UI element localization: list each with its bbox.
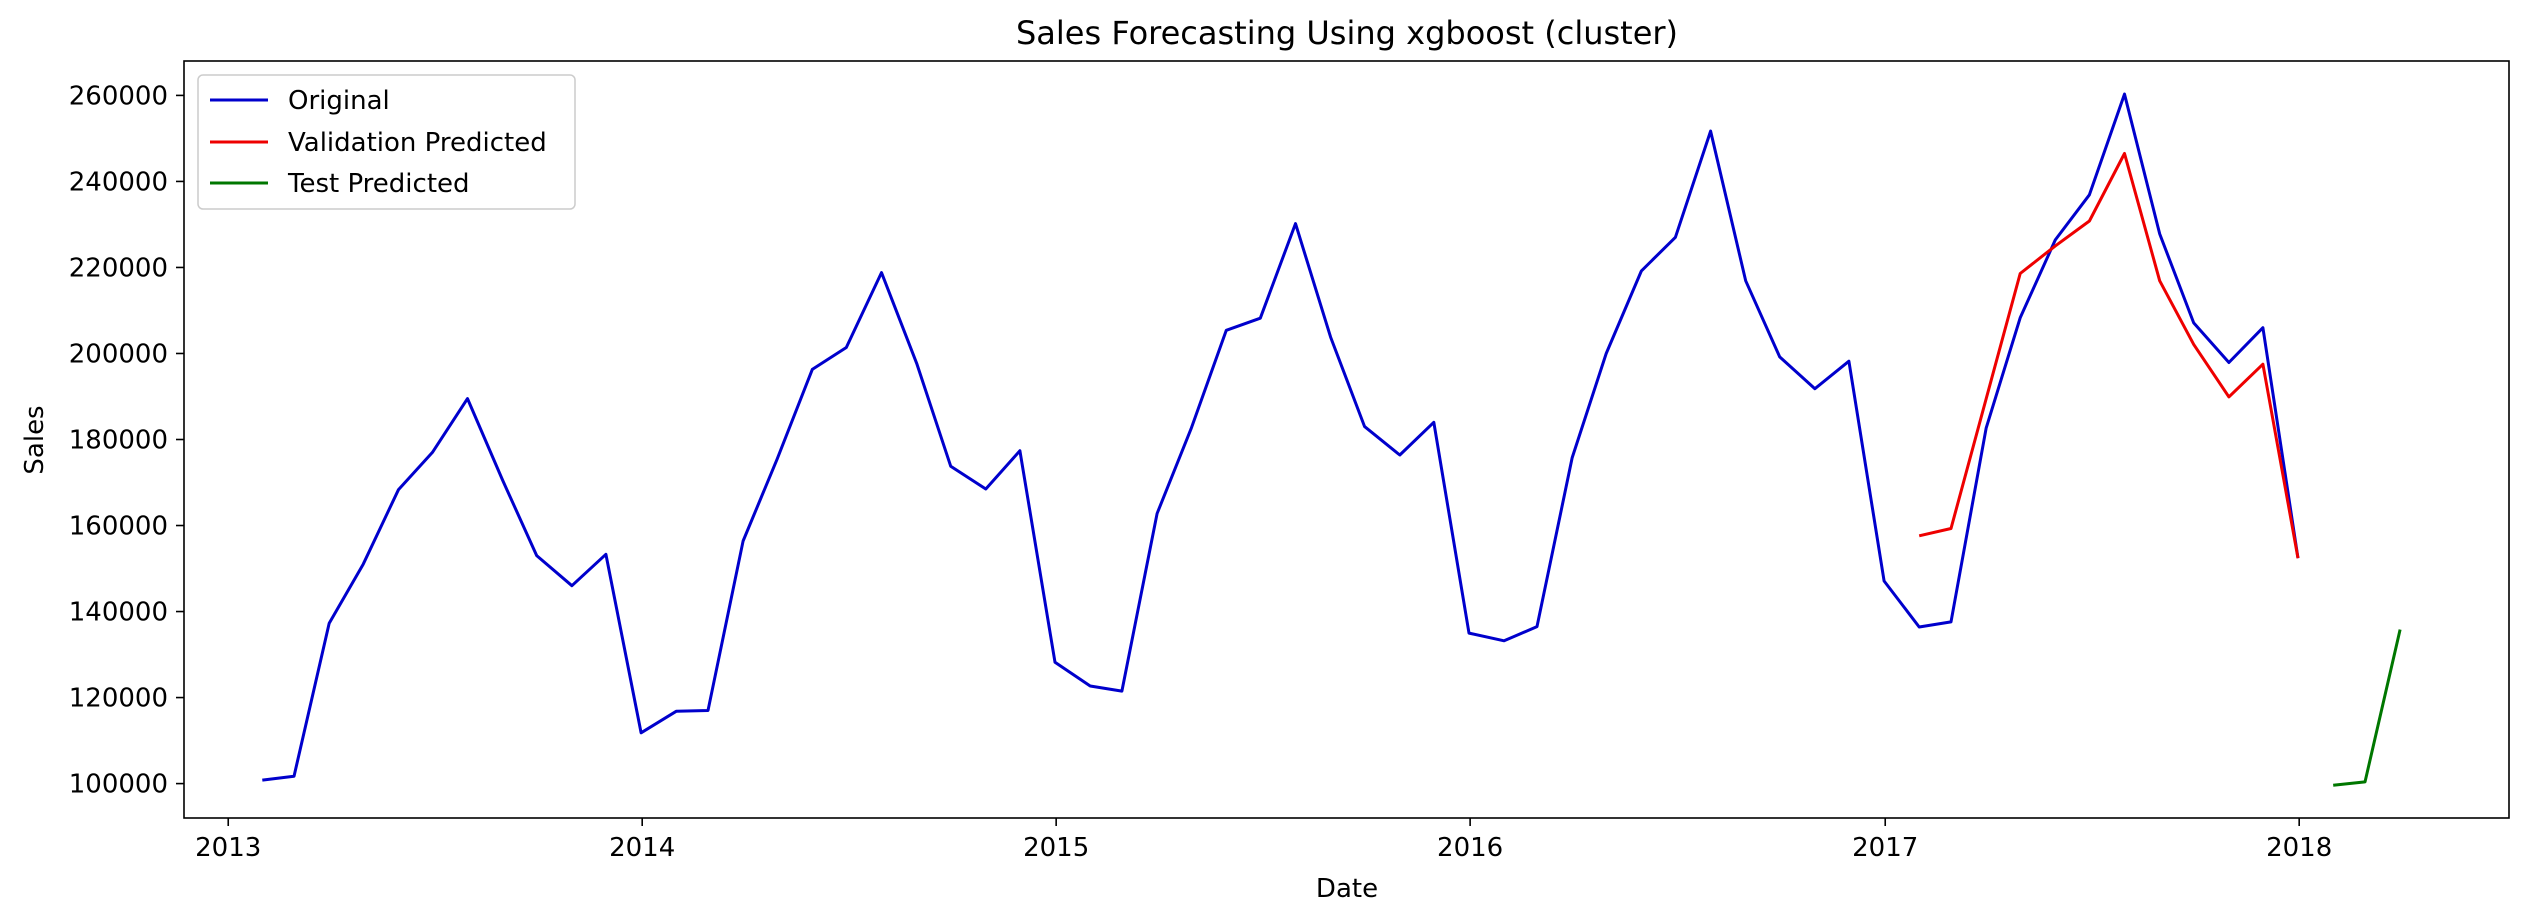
y-tick-label: 140000 xyxy=(69,598,168,628)
plot-lines xyxy=(262,92,2402,787)
y-axis-ticks: 100000 120000 140000 160000 180000 200000 2200… xyxy=(69,81,184,800)
legend-label-validation: Validation Predicted xyxy=(288,128,547,158)
y-tick-label: 220000 xyxy=(69,253,168,283)
x-axis-ticks: 2013 2014 2015 2016 2017 2018 xyxy=(195,818,2332,863)
x-tick-label: 2014 xyxy=(609,833,675,863)
series-line-validation-predicted xyxy=(1918,152,2300,559)
y-axis-label: Sales xyxy=(20,405,50,474)
legend-label-test: Test Predicted xyxy=(287,169,470,199)
legend-box xyxy=(197,74,576,210)
y-tick-label: 180000 xyxy=(69,426,168,456)
series-line-test-predicted xyxy=(2333,629,2402,787)
series-line-original xyxy=(262,92,2300,782)
y-tick-label: 260000 xyxy=(69,81,168,111)
y-tick-label: 160000 xyxy=(69,512,168,542)
legend: Original Validation Predicted Test Predi… xyxy=(197,74,576,210)
chart-title: Sales Forecasting Using xgboost (cluster… xyxy=(1016,14,1678,52)
y-tick-label: 240000 xyxy=(69,167,168,197)
x-tick-label: 2018 xyxy=(2266,833,2332,863)
x-tick-label: 2017 xyxy=(1852,833,1918,863)
x-tick-label: 2015 xyxy=(1023,833,1089,863)
x-tick-label: 2013 xyxy=(195,833,261,863)
y-tick-label: 120000 xyxy=(69,684,168,714)
legend-label-original: Original xyxy=(288,86,390,116)
y-tick-label: 200000 xyxy=(69,339,168,369)
y-tick-label: 100000 xyxy=(69,770,168,800)
x-axis-label: Date xyxy=(1316,874,1378,904)
x-tick-label: 2016 xyxy=(1437,833,1503,863)
